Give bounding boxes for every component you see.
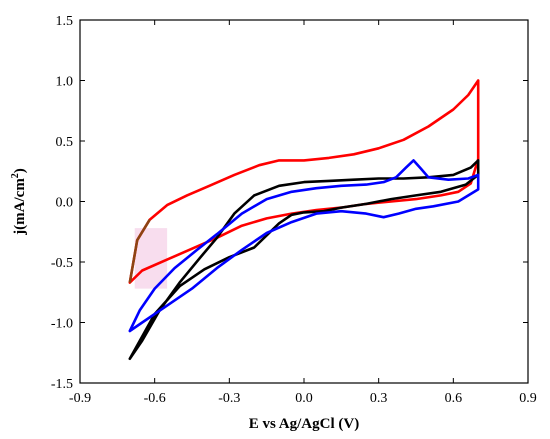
x-tick-label: -0.9 — [69, 391, 91, 406]
y-tick-label: -1.0 — [51, 317, 73, 332]
x-axis-label: E vs Ag/AgCl (V) — [249, 416, 359, 432]
y-tick-label: 0.5 — [56, 135, 74, 150]
y-tick-label: -1.5 — [51, 377, 73, 392]
x-tick-label: -0.3 — [218, 391, 240, 406]
brown-overlap-segment — [128, 219, 151, 283]
series-line-1 — [128, 79, 480, 284]
y-tick-label: 0.0 — [56, 196, 74, 211]
x-tick-label: 0.0 — [295, 391, 313, 406]
y-axis-label-main: j(mA/cm — [12, 178, 28, 236]
y-axis-ticks: -1.5 -1.0 -0.5 0.0 0.5 1.0 1.5 — [51, 14, 528, 392]
x-tick-label: 0.3 — [370, 391, 388, 406]
y-axis-label: j(mA/cm2) — [10, 168, 28, 236]
x-tick-label: 0.6 — [445, 391, 463, 406]
x-tick-label: 0.9 — [519, 391, 537, 406]
series-group — [128, 79, 480, 361]
highlight-box — [134, 228, 168, 289]
y-tick-label: 1.5 — [56, 14, 74, 29]
x-axis-ticks: -0.9 -0.6 -0.3 0.0 0.3 0.6 0.9 — [69, 20, 537, 406]
y-axis-label-sup: 2 — [10, 173, 21, 178]
y-tick-label: -0.5 — [51, 256, 73, 271]
x-tick-label: -0.6 — [144, 391, 166, 406]
series-line-3 — [128, 159, 480, 333]
y-tick-label: 1.0 — [56, 75, 74, 90]
y-axis-label-close: ) — [12, 168, 28, 173]
